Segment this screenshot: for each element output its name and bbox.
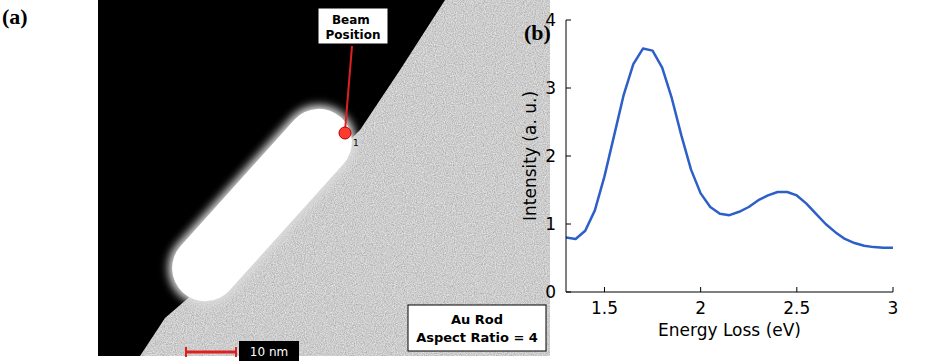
scale-bar-end <box>185 347 187 357</box>
x-tick-label: 2.5 <box>783 298 810 318</box>
sample-label-box <box>408 305 546 351</box>
beam-pointer <box>345 46 352 131</box>
sample-label: Au Rod <box>451 312 503 327</box>
y-tick <box>566 292 571 293</box>
sample-label: Aspect Ratio = 4 <box>416 330 538 345</box>
rod-body <box>159 95 366 315</box>
y-tick <box>566 88 571 89</box>
scale-label-box <box>239 341 299 361</box>
y-tick <box>566 156 571 157</box>
x-tick-label: 3 <box>888 298 899 318</box>
x-tick <box>796 287 797 292</box>
x-tick <box>700 287 701 292</box>
scale-bar <box>186 351 236 354</box>
y-tick-label: 4 <box>545 10 556 30</box>
y-tick-label: 1 <box>545 214 556 234</box>
y-tick <box>566 224 571 225</box>
beam-label-line: Position <box>326 28 381 42</box>
figure: (a) 1 Beam Position Au Rod Aspect Ratio = 4 1… <box>0 0 929 364</box>
y-tick <box>566 20 571 21</box>
vacuum <box>98 0 550 356</box>
x-tick-label: 2 <box>695 298 706 318</box>
beam-label-line: Beam <box>332 13 374 27</box>
support-film <box>140 0 550 356</box>
rod-halo <box>153 90 371 321</box>
x-tick-label: 1.5 <box>591 298 618 318</box>
gold-rod <box>153 90 371 321</box>
x-tick <box>893 287 894 292</box>
spectrum-line <box>566 49 893 248</box>
x-axis-label: Energy Loss (eV) <box>658 320 801 340</box>
y-axis-label: Intensity (a. u.) <box>520 91 540 221</box>
stem-image <box>98 0 550 356</box>
beam-dot <box>339 127 351 139</box>
beam-label: Beam Position <box>326 13 381 42</box>
beam-label-box <box>318 8 388 44</box>
scale-label: 10 nm <box>250 345 288 359</box>
y-tick-label: 0 <box>545 282 556 302</box>
beam-marker: 1 <box>353 138 359 148</box>
y-tick-label: 2 <box>545 146 556 166</box>
plot-area <box>566 49 893 248</box>
x-tick <box>604 287 605 292</box>
scale-bar-end <box>235 347 237 357</box>
y-tick-label: 3 <box>545 78 556 98</box>
panel-label: (a) <box>2 4 28 29</box>
x-axis <box>566 292 893 293</box>
